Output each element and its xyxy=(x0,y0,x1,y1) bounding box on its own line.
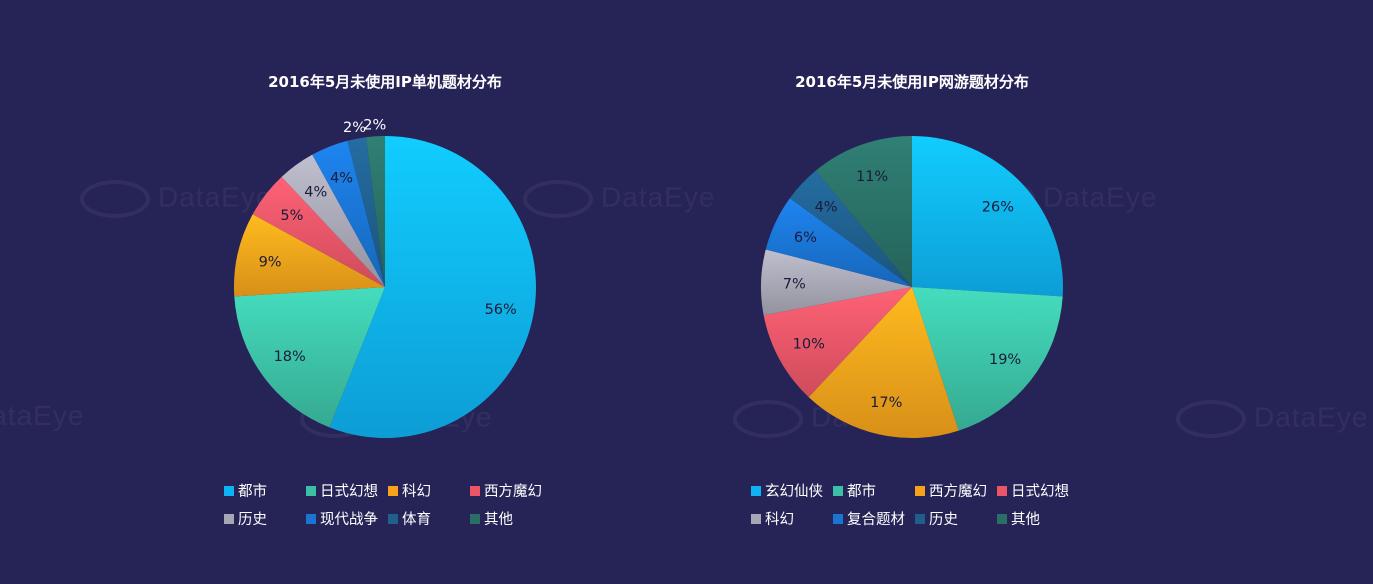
legend-swatch xyxy=(470,514,480,524)
legend-label: 玄幻仙侠 xyxy=(765,484,823,500)
legend-swatch xyxy=(388,486,398,496)
slice-data-label: 10% xyxy=(793,337,825,353)
legend-label: 日式幻想 xyxy=(1011,484,1069,500)
legend-item[interactable]: 其他 xyxy=(470,509,513,531)
slice-data-label: 9% xyxy=(259,254,282,270)
legend-item[interactable]: 复合题材 xyxy=(833,509,905,531)
legend-label: 都市 xyxy=(238,484,267,500)
watermark: DataEye xyxy=(1176,400,1368,438)
legend-item[interactable]: 历史 xyxy=(224,509,267,531)
legend-label: 复合题材 xyxy=(847,512,905,528)
pie-chart: 56%18%9%5%4%4%2%2% xyxy=(234,117,536,438)
slice-data-label: 4% xyxy=(815,199,838,215)
slice-data-label: 18% xyxy=(274,349,306,365)
slice-data-label: 2% xyxy=(363,117,386,133)
legend: 都市 日式幻想 科幻 西方魔幻历史 现代战争 体育 其他 xyxy=(224,481,664,537)
legend-item[interactable]: 都市 xyxy=(224,481,267,503)
legend-label: 其他 xyxy=(484,512,513,528)
pie-slice xyxy=(808,287,959,438)
pie-slice xyxy=(763,287,912,398)
legend-label: 其他 xyxy=(1011,512,1040,528)
legend-label: 日式幻想 xyxy=(320,484,378,500)
legend-swatch xyxy=(224,514,234,524)
legend-swatch xyxy=(751,486,761,496)
legend-item[interactable]: 西方魔幻 xyxy=(470,481,542,503)
legend-swatch xyxy=(997,514,1007,524)
legend-item[interactable]: 都市 xyxy=(833,481,876,503)
pie-slice xyxy=(789,170,912,287)
pie-slice xyxy=(329,136,536,438)
slice-data-label: 5% xyxy=(280,208,303,224)
legend-row: 历史 现代战争 体育 其他 xyxy=(224,509,664,537)
legend-item[interactable]: 现代战争 xyxy=(306,509,378,531)
pie-slice xyxy=(234,214,385,297)
slice-data-label: 6% xyxy=(794,230,817,246)
chart-panel-online: 2016年5月未使用IP网游题材分布 26% 19% 17% 10% 7% 6% 4% 11%… xyxy=(632,0,1192,584)
legend-label: 科幻 xyxy=(765,512,794,528)
legend-swatch xyxy=(306,514,316,524)
pie-slice xyxy=(366,136,385,287)
legend-label: 西方魔幻 xyxy=(929,484,987,500)
legend-item[interactable]: 科幻 xyxy=(388,481,431,503)
watermark: DataEye xyxy=(0,400,85,431)
pie-slice xyxy=(912,136,1063,297)
legend-item[interactable]: 体育 xyxy=(388,509,431,531)
legend-label: 现代战争 xyxy=(320,512,378,528)
legend-swatch xyxy=(470,486,480,496)
slice-data-label: 26% xyxy=(982,199,1014,215)
legend-item[interactable]: 日式幻想 xyxy=(997,481,1069,503)
slice-data-label: 11% xyxy=(856,169,888,185)
chart-panel-standalone: 2016年5月未使用IP单机题材分布 56% 18% 9% 5% 4% 4% 2% 2% 都市… xyxy=(105,0,665,584)
legend-swatch xyxy=(833,486,843,496)
legend-swatch xyxy=(306,486,316,496)
slice-data-label: 56% xyxy=(485,302,517,318)
pie-slice xyxy=(760,249,912,316)
pie-slice xyxy=(234,287,385,428)
slice-data-label: 4% xyxy=(304,185,327,201)
pie-slice xyxy=(815,136,912,287)
pie-slice xyxy=(912,287,1063,431)
legend-item[interactable]: 科幻 xyxy=(751,509,794,531)
legend-swatch xyxy=(915,514,925,524)
pie-chart: 26% 19% 17% 10% 7% 6% 4% 11% xyxy=(760,136,1063,438)
legend-swatch xyxy=(751,514,761,524)
legend-swatch xyxy=(833,514,843,524)
legend-swatch xyxy=(224,486,234,496)
legend-swatch xyxy=(915,486,925,496)
pie-slice xyxy=(281,154,385,287)
slice-data-label: 2% xyxy=(343,120,366,136)
pie-slice xyxy=(347,137,385,287)
slice-data-label: 19% xyxy=(989,352,1021,368)
pie-slice xyxy=(252,176,385,287)
legend-item[interactable]: 西方魔幻 xyxy=(915,481,987,503)
chart-title: 2016年5月未使用IP单机题材分布 xyxy=(268,73,502,91)
pie-slice xyxy=(312,140,385,287)
slice-data-label: 7% xyxy=(783,276,806,292)
legend-item[interactable]: 玄幻仙侠 xyxy=(751,481,823,503)
legend-label: 西方魔幻 xyxy=(484,484,542,500)
legend-label: 历史 xyxy=(238,512,267,528)
legend-row: 玄幻仙侠 都市 西方魔幻 日式幻想 xyxy=(751,481,1191,509)
legend-row: 科幻 复合题材 历史 其他 xyxy=(751,509,1191,537)
legend-swatch xyxy=(388,514,398,524)
legend-row: 都市 日式幻想 科幻 西方魔幻 xyxy=(224,481,664,509)
legend-item[interactable]: 历史 xyxy=(915,509,958,531)
legend-swatch xyxy=(997,486,1007,496)
pie-slice xyxy=(765,198,912,287)
slice-data-label: 17% xyxy=(870,395,902,411)
legend-label: 科幻 xyxy=(402,484,431,500)
legend-label: 都市 xyxy=(847,484,876,500)
legend-label: 历史 xyxy=(929,512,958,528)
legend-label: 体育 xyxy=(402,512,431,528)
chart-title: 2016年5月未使用IP网游题材分布 xyxy=(795,73,1029,91)
legend-item[interactable]: 日式幻想 xyxy=(306,481,378,503)
legend-item[interactable]: 其他 xyxy=(997,509,1040,531)
slice-data-label: 4% xyxy=(330,171,353,187)
legend: 玄幻仙侠 都市 西方魔幻 日式幻想科幻 复合题材 历史 其他 xyxy=(751,481,1191,537)
